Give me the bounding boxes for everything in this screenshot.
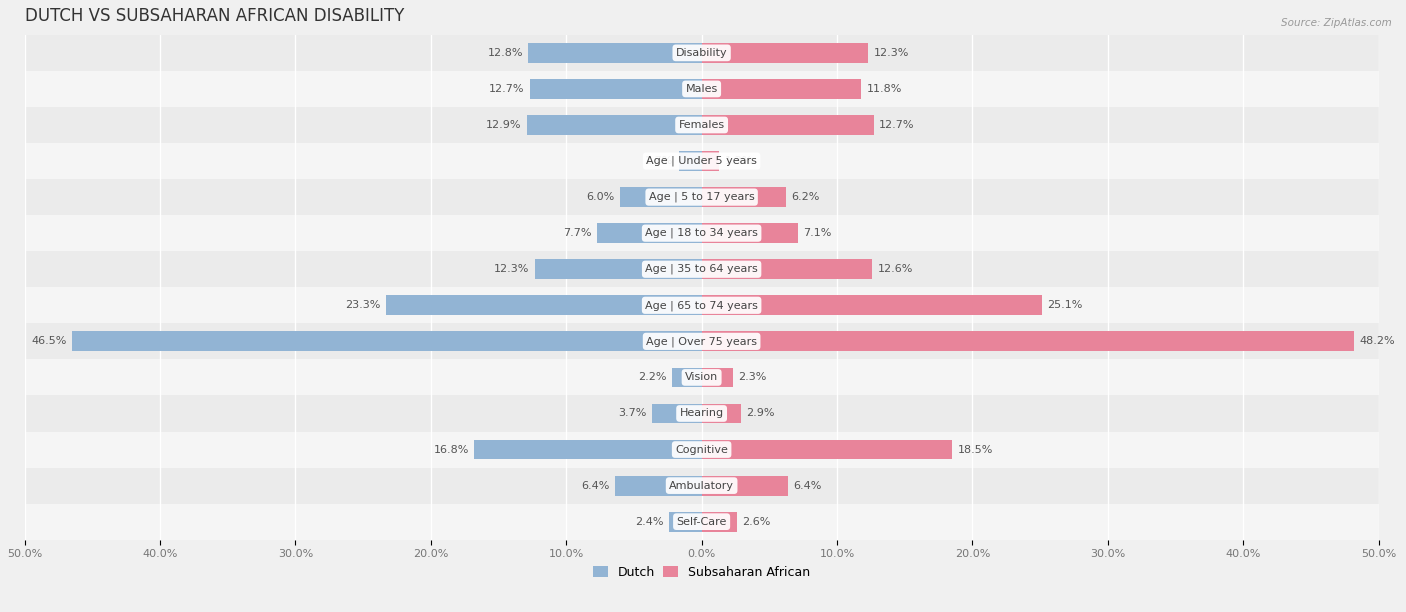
- Text: 23.3%: 23.3%: [346, 300, 381, 310]
- Text: 7.7%: 7.7%: [564, 228, 592, 238]
- Bar: [24, 215, 1379, 251]
- Text: Hearing: Hearing: [679, 408, 724, 419]
- Text: Disability: Disability: [676, 48, 727, 58]
- Bar: [536, 259, 702, 279]
- Bar: [72, 332, 702, 351]
- Text: Ambulatory: Ambulatory: [669, 480, 734, 491]
- Bar: [702, 43, 868, 63]
- Text: 7.1%: 7.1%: [803, 228, 831, 238]
- Bar: [702, 115, 873, 135]
- Bar: [24, 359, 1379, 395]
- Text: Cognitive: Cognitive: [675, 444, 728, 455]
- Bar: [24, 143, 1379, 179]
- Bar: [24, 395, 1379, 431]
- Text: Age | Under 5 years: Age | Under 5 years: [647, 156, 756, 166]
- Text: 46.5%: 46.5%: [31, 337, 66, 346]
- Text: 6.4%: 6.4%: [794, 480, 823, 491]
- Bar: [702, 403, 741, 424]
- Bar: [651, 403, 702, 424]
- Bar: [669, 512, 702, 532]
- Bar: [24, 468, 1379, 504]
- Bar: [702, 259, 872, 279]
- Text: 3.7%: 3.7%: [617, 408, 647, 419]
- Bar: [702, 223, 797, 243]
- Bar: [24, 504, 1379, 540]
- Text: 12.6%: 12.6%: [877, 264, 912, 274]
- Text: 16.8%: 16.8%: [433, 444, 468, 455]
- Text: 12.3%: 12.3%: [873, 48, 908, 58]
- Bar: [24, 323, 1379, 359]
- Text: Age | Over 75 years: Age | Over 75 years: [647, 336, 756, 346]
- Bar: [598, 223, 702, 243]
- Bar: [702, 367, 733, 387]
- Bar: [614, 476, 702, 496]
- Text: 11.8%: 11.8%: [868, 84, 903, 94]
- Text: Age | 18 to 34 years: Age | 18 to 34 years: [645, 228, 758, 239]
- Bar: [529, 43, 702, 63]
- Bar: [672, 367, 702, 387]
- Text: 1.7%: 1.7%: [645, 156, 673, 166]
- Text: 48.2%: 48.2%: [1360, 337, 1395, 346]
- Bar: [24, 107, 1379, 143]
- Text: 1.3%: 1.3%: [724, 156, 752, 166]
- Text: Self-Care: Self-Care: [676, 517, 727, 527]
- Bar: [530, 79, 702, 99]
- Bar: [474, 439, 702, 460]
- Text: Age | 35 to 64 years: Age | 35 to 64 years: [645, 264, 758, 275]
- Bar: [702, 476, 789, 496]
- Bar: [24, 287, 1379, 323]
- Text: 6.4%: 6.4%: [581, 480, 610, 491]
- Bar: [24, 71, 1379, 107]
- Bar: [620, 187, 702, 207]
- Bar: [702, 332, 1354, 351]
- Text: 12.9%: 12.9%: [486, 120, 522, 130]
- Text: Age | 5 to 17 years: Age | 5 to 17 years: [648, 192, 755, 203]
- Text: 2.2%: 2.2%: [638, 373, 666, 382]
- Bar: [702, 296, 1042, 315]
- Text: 2.4%: 2.4%: [636, 517, 664, 527]
- Text: 2.6%: 2.6%: [742, 517, 770, 527]
- Text: 12.7%: 12.7%: [879, 120, 914, 130]
- Text: 18.5%: 18.5%: [957, 444, 993, 455]
- Text: Males: Males: [686, 84, 717, 94]
- Bar: [702, 512, 737, 532]
- Text: DUTCH VS SUBSAHARAN AFRICAN DISABILITY: DUTCH VS SUBSAHARAN AFRICAN DISABILITY: [24, 7, 404, 25]
- Text: 2.3%: 2.3%: [738, 373, 766, 382]
- Bar: [702, 439, 952, 460]
- Bar: [679, 151, 702, 171]
- Bar: [24, 179, 1379, 215]
- Legend: Dutch, Subsaharan African: Dutch, Subsaharan African: [588, 561, 815, 584]
- Text: Age | 65 to 74 years: Age | 65 to 74 years: [645, 300, 758, 310]
- Bar: [24, 251, 1379, 287]
- Bar: [702, 79, 862, 99]
- Bar: [387, 296, 702, 315]
- Bar: [702, 187, 786, 207]
- Bar: [24, 431, 1379, 468]
- Text: 6.0%: 6.0%: [586, 192, 614, 202]
- Text: 2.9%: 2.9%: [747, 408, 775, 419]
- Text: Vision: Vision: [685, 373, 718, 382]
- Text: 12.3%: 12.3%: [495, 264, 530, 274]
- Bar: [702, 151, 720, 171]
- Text: 12.8%: 12.8%: [488, 48, 523, 58]
- Text: Females: Females: [679, 120, 724, 130]
- Bar: [24, 35, 1379, 71]
- Text: 12.7%: 12.7%: [489, 84, 524, 94]
- Text: 6.2%: 6.2%: [792, 192, 820, 202]
- Text: Source: ZipAtlas.com: Source: ZipAtlas.com: [1281, 18, 1392, 28]
- Bar: [527, 115, 702, 135]
- Text: 25.1%: 25.1%: [1047, 300, 1083, 310]
